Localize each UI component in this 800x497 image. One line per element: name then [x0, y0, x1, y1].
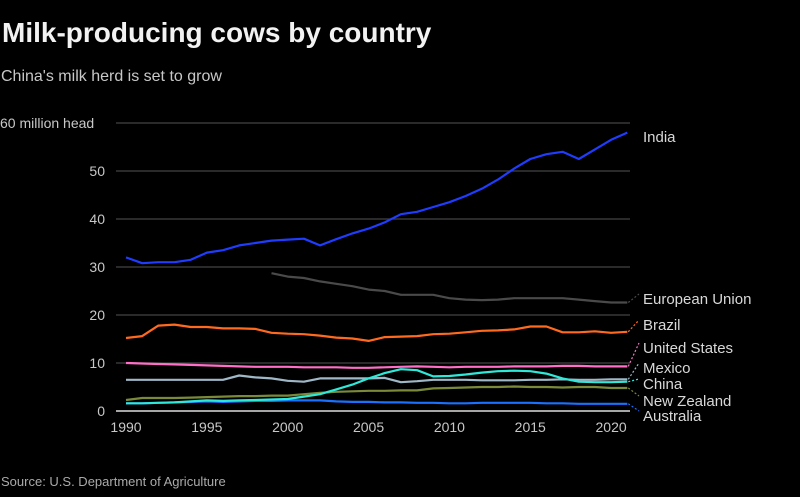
label-leader-line — [627, 403, 640, 412]
y-unit-label: 60 million head — [0, 115, 94, 131]
y-tick-label: 0 — [97, 403, 105, 419]
series-line-mexico — [126, 374, 628, 384]
label-leader-line — [628, 378, 640, 383]
label-leader-line — [627, 319, 640, 333]
source-note: Source: U.S. Department of Agriculture — [1, 474, 226, 489]
series-line-united-states — [125, 361, 628, 369]
series-label-united-states: United States — [643, 340, 733, 357]
x-tick-label: 2020 — [596, 419, 627, 435]
series-label-mexico: Mexico — [643, 360, 691, 377]
x-tick-label: 2015 — [515, 419, 546, 435]
y-tick-label: 20 — [89, 307, 105, 323]
x-tick-label: 1990 — [110, 419, 141, 435]
series-label-brazil: Brazil — [643, 317, 681, 334]
chart-subtitle: China's milk herd is set to grow — [1, 68, 222, 85]
series-label-china: China — [643, 376, 683, 393]
label-leader-line — [627, 293, 640, 303]
label-leader-line — [627, 342, 640, 367]
series-label-european-union: European Union — [643, 291, 751, 308]
series-line-india — [125, 131, 628, 265]
x-tick-label: 2000 — [272, 419, 303, 435]
x-tick-label: 1995 — [191, 419, 222, 435]
x-tick-label: 2005 — [353, 419, 384, 435]
series-line-european-union — [271, 272, 628, 304]
y-tick-label: 30 — [89, 259, 105, 275]
label-leader-line — [627, 362, 640, 380]
y-tick-label: 40 — [89, 211, 105, 227]
chart-title: Milk-producing cows by country — [2, 17, 432, 48]
series-label-australia: Australia — [643, 408, 702, 425]
series-line-brazil — [125, 323, 628, 342]
series-line-new-zealand — [125, 385, 628, 402]
series-line-china — [126, 368, 628, 405]
y-tick-label: 10 — [89, 355, 105, 371]
y-tick-label: 50 — [89, 163, 105, 179]
x-tick-label: 2010 — [434, 419, 465, 435]
series-label-new-zealand: New Zealand — [643, 393, 731, 410]
label-leader-line — [627, 387, 640, 397]
series-label-india: India — [643, 129, 676, 146]
